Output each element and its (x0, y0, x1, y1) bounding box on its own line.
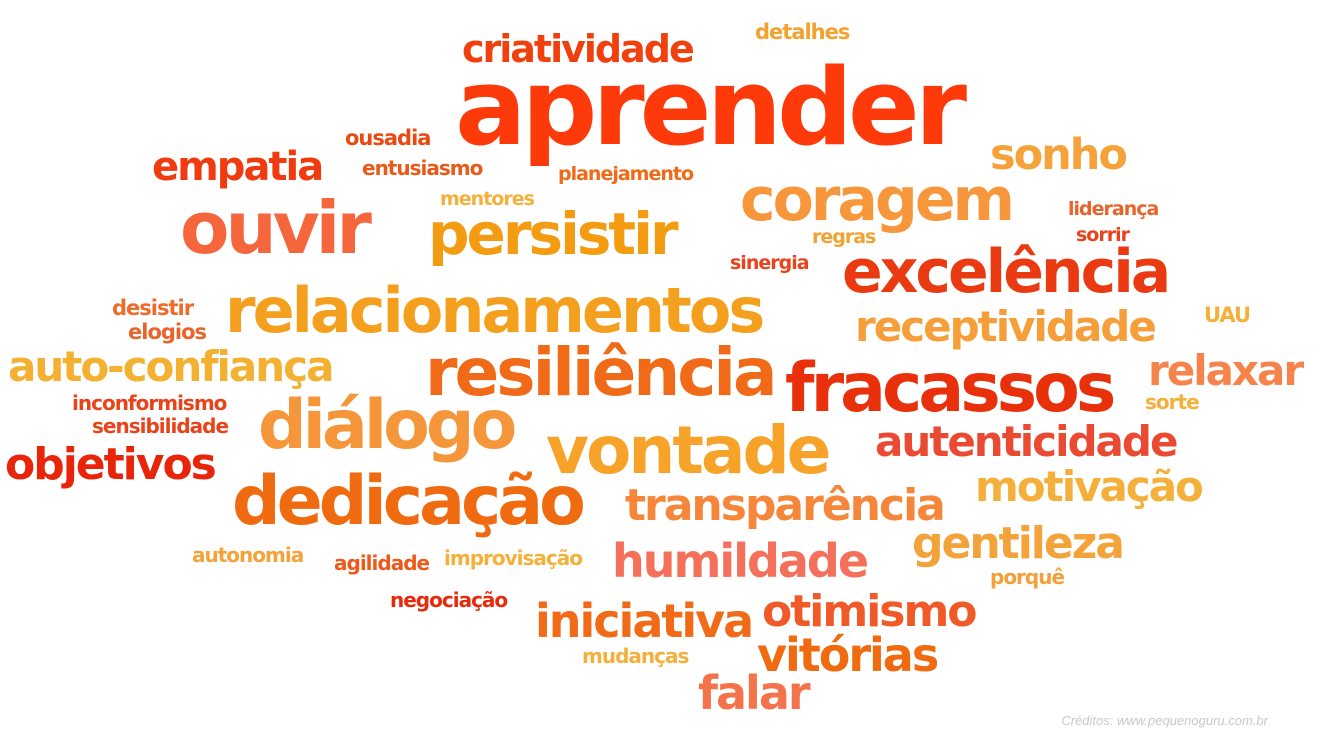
word-entusiasmo: entusiasmo (362, 156, 483, 180)
word-fracassos: fracassos (785, 349, 1116, 428)
word-ouvir: ouvir (180, 186, 372, 270)
word-excelencia: excelência (842, 237, 1171, 307)
word-dialogo: diálogo (258, 386, 517, 465)
word-otimismo: otimismo (762, 586, 978, 637)
word-receptividade: receptividade (855, 302, 1157, 351)
word-elogios: elogios (128, 320, 207, 344)
word-motivacao: motivação (975, 462, 1204, 511)
word-improvisacao: improvisação (444, 546, 583, 570)
word-dedicacao: dedicação (232, 462, 586, 541)
word-desistir: desistir (112, 296, 194, 320)
word-planejamento: planejamento (558, 163, 694, 185)
word-relacionamentos: relacionamentos (225, 274, 765, 347)
word-coragem: coragem (740, 165, 1015, 235)
word-criatividade: criatividade (462, 27, 695, 71)
word-agilidade: agilidade (334, 551, 430, 575)
word-lideranca: liderança (1068, 198, 1159, 220)
word-aprender: aprender (455, 46, 967, 169)
word-sorrir: sorrir (1076, 224, 1130, 246)
word-resiliencia: resiliência (425, 334, 777, 411)
word-objetivos: objetivos (5, 439, 217, 490)
word-autenticidade: autenticidade (875, 417, 1178, 466)
word-iniciativa: iniciativa (535, 594, 754, 648)
word-detalhes: detalhes (755, 20, 850, 44)
word-autonomia: autonomia (192, 543, 304, 567)
word-persistir: persistir (428, 200, 679, 268)
word-humildade: humildade (612, 534, 869, 588)
word-vitorias: vitórias (757, 628, 939, 682)
word-sorte: sorte (1145, 390, 1200, 414)
word-inconformismo: inconformismo (72, 391, 227, 415)
word-empatia: empatia (152, 144, 324, 190)
word-sinergia: sinergia (730, 252, 810, 274)
word-mudancas: mudanças (582, 644, 689, 668)
word-mentores: mentores (440, 188, 535, 210)
word-sonho: sonho (990, 130, 1128, 180)
word-vontade: vontade (546, 412, 831, 489)
word-auto-confianca: auto-confiança (8, 342, 334, 391)
word-gentileza: gentileza (912, 518, 1125, 569)
word-ousadia: ousadia (345, 126, 431, 150)
word-uau: UAU (1204, 303, 1251, 327)
word-falar: falar (698, 666, 811, 720)
word-sensibilidade: sensibilidade (92, 414, 229, 438)
credits-text: Créditos: www.pequenoguru.com.br (1061, 713, 1268, 728)
word-relaxar: relaxar (1148, 346, 1304, 395)
word-negociacao: negociação (390, 588, 508, 612)
word-porque: porquê (990, 565, 1065, 589)
word-transparencia: transparência (625, 480, 946, 531)
word-regras: regras (812, 226, 876, 248)
